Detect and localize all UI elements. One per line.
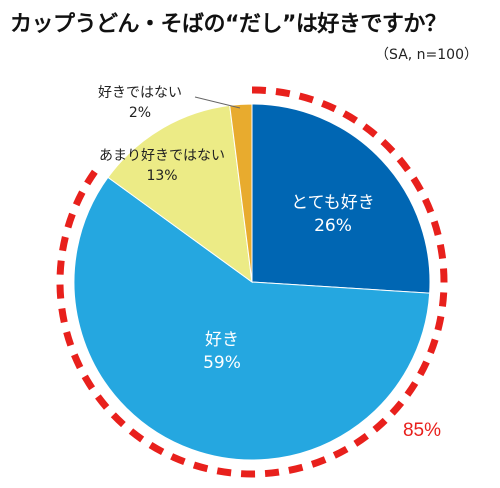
- slice-value-4: 2%: [129, 105, 151, 121]
- pie-slice-3: [107, 104, 253, 284]
- slice-label-3: あまり好きではない: [99, 148, 225, 164]
- sample-note: （SA, n=100）: [375, 47, 478, 63]
- leader-line: [194, 96, 241, 109]
- slice-value-2: 59%: [203, 353, 241, 373]
- slice-label-1: とても好き: [291, 193, 375, 213]
- highlight-arc: [56, 86, 448, 478]
- chart-title: カップうどん・そばの“だし”は好きですか？: [10, 12, 447, 37]
- pie-slice-2: [73, 176, 431, 461]
- highlight-label: 85%: [403, 420, 441, 441]
- pie-slice-1: [251, 103, 431, 294]
- slice-label-4: 好きではない: [98, 85, 182, 101]
- slice-value-1: 26%: [314, 216, 352, 236]
- slice-value-3: 13%: [146, 168, 177, 184]
- slice-label-2: 好き: [205, 330, 239, 350]
